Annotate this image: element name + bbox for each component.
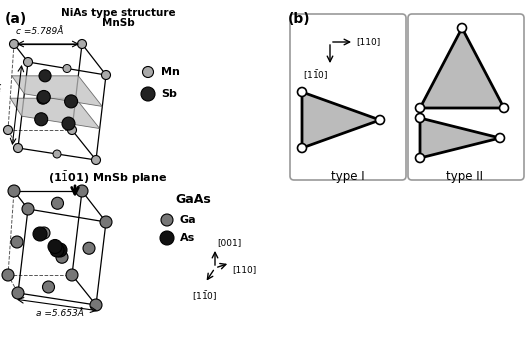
Circle shape xyxy=(457,24,467,32)
Circle shape xyxy=(53,243,67,257)
Polygon shape xyxy=(12,76,102,106)
Circle shape xyxy=(63,64,71,72)
Circle shape xyxy=(101,71,110,79)
Text: Mn: Mn xyxy=(161,67,180,77)
Circle shape xyxy=(43,281,55,293)
Circle shape xyxy=(160,231,174,245)
Circle shape xyxy=(76,185,88,197)
Text: (1$\bar{1}$01) MnSb plane: (1$\bar{1}$01) MnSb plane xyxy=(48,170,167,186)
Circle shape xyxy=(39,70,51,82)
Circle shape xyxy=(35,113,48,126)
Polygon shape xyxy=(420,118,500,158)
Text: [1$\bar{1}$0]: [1$\bar{1}$0] xyxy=(302,68,328,82)
FancyBboxPatch shape xyxy=(408,14,524,180)
Circle shape xyxy=(4,126,13,134)
Circle shape xyxy=(100,216,112,228)
Polygon shape xyxy=(420,28,504,108)
Text: MnSb: MnSb xyxy=(102,18,134,28)
Text: (a): (a) xyxy=(5,12,27,26)
Text: a =4.128Å: a =4.128Å xyxy=(0,82,4,128)
Circle shape xyxy=(142,66,153,78)
Text: (b): (b) xyxy=(288,12,311,26)
Circle shape xyxy=(51,197,64,209)
Circle shape xyxy=(8,185,20,197)
Circle shape xyxy=(415,103,425,112)
Text: [1$\bar{1}$0]: [1$\bar{1}$0] xyxy=(192,289,218,303)
Circle shape xyxy=(48,239,62,253)
Polygon shape xyxy=(10,98,100,128)
Circle shape xyxy=(415,153,425,163)
FancyBboxPatch shape xyxy=(290,14,406,180)
Text: NiAs type structure: NiAs type structure xyxy=(61,8,175,18)
Text: Sb: Sb xyxy=(161,89,177,99)
Circle shape xyxy=(56,251,68,263)
Circle shape xyxy=(65,95,78,108)
Text: type II: type II xyxy=(446,170,482,183)
Circle shape xyxy=(24,57,33,66)
Text: Ga: Ga xyxy=(180,215,197,225)
Circle shape xyxy=(11,236,23,248)
Circle shape xyxy=(415,113,425,122)
Text: c =5.789Å: c =5.789Å xyxy=(16,27,64,36)
Circle shape xyxy=(38,227,50,239)
Circle shape xyxy=(14,143,23,152)
Text: [110]: [110] xyxy=(232,265,256,274)
Circle shape xyxy=(22,203,34,215)
Circle shape xyxy=(161,214,173,226)
Polygon shape xyxy=(302,92,380,148)
Text: a =5.653Å: a =5.653Å xyxy=(36,309,84,318)
Circle shape xyxy=(66,269,78,281)
Text: [110]: [110] xyxy=(356,38,380,47)
Circle shape xyxy=(68,126,77,134)
Circle shape xyxy=(91,156,100,165)
Circle shape xyxy=(375,116,384,125)
Text: type I: type I xyxy=(331,170,365,183)
Circle shape xyxy=(62,117,75,130)
Text: [001]: [001] xyxy=(217,238,242,247)
Circle shape xyxy=(298,87,307,96)
Circle shape xyxy=(9,40,18,48)
Circle shape xyxy=(12,287,24,299)
Circle shape xyxy=(90,299,102,311)
Text: GaAs: GaAs xyxy=(175,193,211,206)
Circle shape xyxy=(141,87,155,101)
Circle shape xyxy=(83,242,95,254)
Circle shape xyxy=(37,90,50,103)
Circle shape xyxy=(496,134,505,142)
Circle shape xyxy=(53,150,61,158)
Circle shape xyxy=(2,269,14,281)
Circle shape xyxy=(499,103,509,112)
Circle shape xyxy=(33,227,47,241)
Circle shape xyxy=(298,143,307,152)
Circle shape xyxy=(37,92,49,104)
Circle shape xyxy=(50,243,64,257)
Circle shape xyxy=(78,40,87,48)
Text: As: As xyxy=(180,233,195,243)
